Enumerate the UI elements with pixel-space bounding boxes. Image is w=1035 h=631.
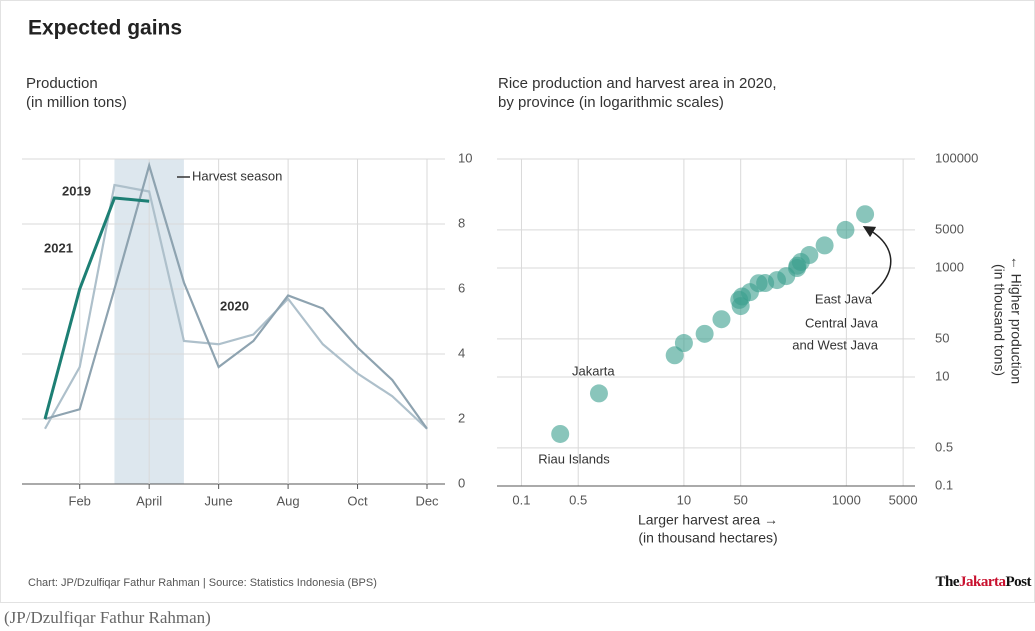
chart-title: Rice production and harvest area in 2020… bbox=[498, 75, 777, 92]
point bbox=[815, 236, 834, 255]
series-label: 2021 bbox=[44, 240, 73, 255]
page-title: Expected gains bbox=[28, 17, 182, 40]
annotation: Jakarta bbox=[572, 363, 615, 378]
y-tick-label: 50 bbox=[935, 330, 949, 345]
point bbox=[836, 220, 855, 239]
series-label: 2020 bbox=[220, 298, 249, 313]
point bbox=[551, 424, 570, 443]
logo-part: Jakarta bbox=[959, 574, 1006, 590]
y-tick-label: 1000 bbox=[935, 259, 964, 274]
annotation: and West Java bbox=[792, 337, 879, 352]
chart-title: by province (in logarithmic scales) bbox=[498, 94, 724, 111]
x-axis-label: (in thousand hectares) bbox=[638, 530, 777, 546]
y-tick-label: 0.1 bbox=[935, 477, 953, 492]
x-tick-label: April bbox=[136, 493, 162, 508]
logo: TheJakartaPost bbox=[935, 574, 1031, 590]
point bbox=[589, 384, 608, 403]
point bbox=[712, 310, 731, 329]
logo-part: The bbox=[935, 574, 959, 590]
series-line bbox=[43, 196, 150, 420]
point bbox=[695, 324, 714, 343]
caption: (JP/Dzulfiqar Fathur Rahman) bbox=[4, 608, 211, 627]
y-tick-label: 2 bbox=[458, 410, 465, 425]
chart-title: (in million tons) bbox=[26, 94, 127, 111]
y-axis-label: (in thousand tons) bbox=[991, 264, 1007, 376]
point bbox=[800, 246, 819, 265]
series-label: 2019 bbox=[62, 183, 91, 198]
y-axis-label: ← Higher production bbox=[1008, 256, 1024, 384]
x-tick-label: 0.1 bbox=[512, 492, 530, 507]
annotation: East Java bbox=[815, 291, 873, 306]
y-tick-label: 5000 bbox=[935, 221, 964, 236]
x-tick-label: 0.5 bbox=[569, 492, 587, 507]
x-axis-label: Larger harvest area → bbox=[638, 512, 778, 528]
annotation: Harvest season bbox=[192, 168, 282, 183]
y-tick-label: 10 bbox=[935, 368, 949, 383]
y-tick-label: 4 bbox=[458, 345, 465, 360]
x-tick-label: 50 bbox=[733, 492, 747, 507]
x-tick-label: Feb bbox=[69, 493, 91, 508]
source: Chart: JP/Dzulfiqar Fathur Rahman | Sour… bbox=[28, 577, 377, 589]
point bbox=[856, 205, 875, 224]
point bbox=[674, 334, 693, 353]
chart-title: Production bbox=[26, 75, 98, 92]
x-tick-label: Aug bbox=[277, 493, 300, 508]
y-tick-label: 10 bbox=[458, 150, 472, 165]
x-tick-label: 10 bbox=[677, 492, 691, 507]
arrow bbox=[862, 225, 892, 295]
point bbox=[730, 290, 749, 309]
x-tick-label: Dec bbox=[415, 493, 439, 508]
y-tick-label: 100000 bbox=[935, 150, 978, 165]
x-tick-label: 5000 bbox=[889, 492, 918, 507]
x-tick-label: Oct bbox=[347, 493, 368, 508]
y-tick-label: 0.5 bbox=[935, 439, 953, 454]
series-line bbox=[44, 161, 428, 430]
point bbox=[788, 256, 807, 275]
point bbox=[665, 346, 684, 365]
annotation: Riau Islands bbox=[538, 451, 610, 466]
x-tick-label: June bbox=[205, 493, 233, 508]
annotation: Central Java bbox=[805, 315, 879, 330]
y-tick-label: 8 bbox=[458, 215, 465, 230]
y-tick-label: 0 bbox=[458, 475, 465, 490]
logo-part: Post bbox=[1006, 574, 1032, 590]
y-tick-label: 6 bbox=[458, 280, 465, 295]
x-tick-label: 1000 bbox=[832, 492, 861, 507]
